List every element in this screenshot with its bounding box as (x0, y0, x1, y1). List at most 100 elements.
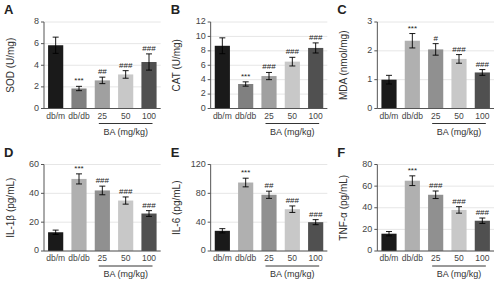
tick-label: 100 (309, 111, 323, 121)
annotation: *** (74, 76, 83, 85)
bar (71, 179, 86, 251)
y-axis (44, 22, 45, 109)
x-axis (211, 108, 328, 109)
tick-label: 3 (367, 16, 372, 26)
error-bar (219, 38, 225, 54)
grid-line (44, 251, 161, 252)
bar (475, 72, 490, 108)
panel: EIL-6 (pg/mL)04080120***########db/mdb/d… (171, 145, 328, 280)
y-axis (377, 22, 378, 109)
bars (381, 176, 490, 251)
error-bar (146, 54, 152, 70)
bars (48, 37, 157, 108)
panel-label: E (171, 145, 180, 160)
tick-label: 0 (367, 245, 372, 255)
tick-label: 50 (121, 253, 131, 263)
tick-label: 6 (34, 38, 39, 48)
tick-label: 50 (454, 253, 464, 263)
tick-label: 80 (196, 188, 206, 198)
bar (261, 195, 276, 251)
error-bar (479, 218, 485, 223)
tick-label: 0 (201, 245, 206, 255)
tick-label: 50 (288, 253, 298, 263)
bar (451, 210, 466, 251)
error-bar (53, 230, 59, 234)
tick-label: 2 (34, 81, 39, 91)
annotation: ## (265, 181, 274, 190)
tick-label: 25 (431, 111, 441, 121)
x-axis (44, 108, 161, 109)
tick-label: db/m (46, 111, 65, 121)
tick-label: db/m (46, 253, 65, 263)
bar (405, 181, 420, 251)
annotation: *** (408, 24, 417, 33)
annotation: ### (476, 208, 490, 217)
tick-label: 6 (201, 60, 206, 70)
x-axis-label: BA (mg/kg) (437, 127, 482, 137)
grid-line (211, 164, 328, 165)
annotation: ## (98, 67, 107, 76)
y-axis-label: MDA (nmol/mg) (338, 31, 349, 100)
annotation: ### (142, 201, 156, 210)
tick-label: 60 (362, 181, 372, 191)
tick-label: 25 (98, 253, 108, 263)
panel: ASOD (U/mg)02468***########db/mdb/db2550… (4, 2, 161, 137)
bar (215, 46, 230, 109)
bar (238, 183, 253, 251)
bracket (432, 123, 486, 124)
tick-label: 40 (362, 202, 372, 212)
error-bar (456, 55, 462, 64)
tick-label: 25 (98, 111, 108, 121)
x-axis (211, 251, 328, 252)
y-axis (377, 165, 378, 252)
bar (308, 48, 323, 109)
bracket (432, 266, 486, 267)
error-bar (409, 34, 415, 48)
tick-label: 100 (142, 111, 156, 121)
error-bar (386, 75, 392, 84)
panel-label: A (4, 2, 14, 17)
grid-line (211, 108, 328, 109)
tick-label: 12 (196, 16, 206, 26)
bar (95, 190, 110, 251)
grid-line (377, 22, 494, 23)
bar (238, 84, 253, 109)
bar (285, 209, 300, 251)
tick-label: 100 (475, 253, 489, 263)
bars (215, 38, 324, 109)
annotation: ### (309, 33, 323, 42)
annotation: ### (452, 45, 466, 54)
error-bar (243, 178, 249, 187)
tick-label: 80 (362, 159, 372, 169)
bar (285, 62, 300, 109)
tick-label: db/db (68, 111, 90, 121)
bar (48, 45, 63, 108)
error-bar (433, 191, 439, 199)
tick-label: 50 (454, 111, 464, 121)
error-bar (409, 176, 415, 186)
x-axis-label: BA (mg/kg) (437, 269, 482, 279)
tick-label: db/db (235, 253, 257, 263)
tick-label: 4 (34, 60, 39, 70)
tick-label: 0 (201, 103, 206, 113)
tick-label: 2 (367, 45, 372, 55)
tick-label: 100 (475, 111, 489, 121)
panel: BCAT (U/mg)024681012***#########db/mdb/d… (171, 2, 328, 137)
tick-label: 0 (34, 103, 39, 113)
tick-label: 0 (34, 245, 39, 255)
y-axis (44, 165, 45, 252)
error-bar (313, 43, 319, 53)
bar (71, 88, 86, 108)
grid-line (44, 164, 161, 165)
bracket (266, 123, 320, 124)
tick-label: 120 (191, 159, 206, 169)
tick-label: 8 (201, 45, 206, 55)
annotation: # (433, 34, 438, 43)
error-bar (479, 70, 485, 76)
tick-label: 40 (196, 217, 206, 227)
bar (261, 76, 276, 108)
error-bar (123, 197, 129, 204)
tick-label: 25 (431, 253, 441, 263)
grid-line (44, 22, 161, 23)
error-bar (313, 220, 319, 225)
